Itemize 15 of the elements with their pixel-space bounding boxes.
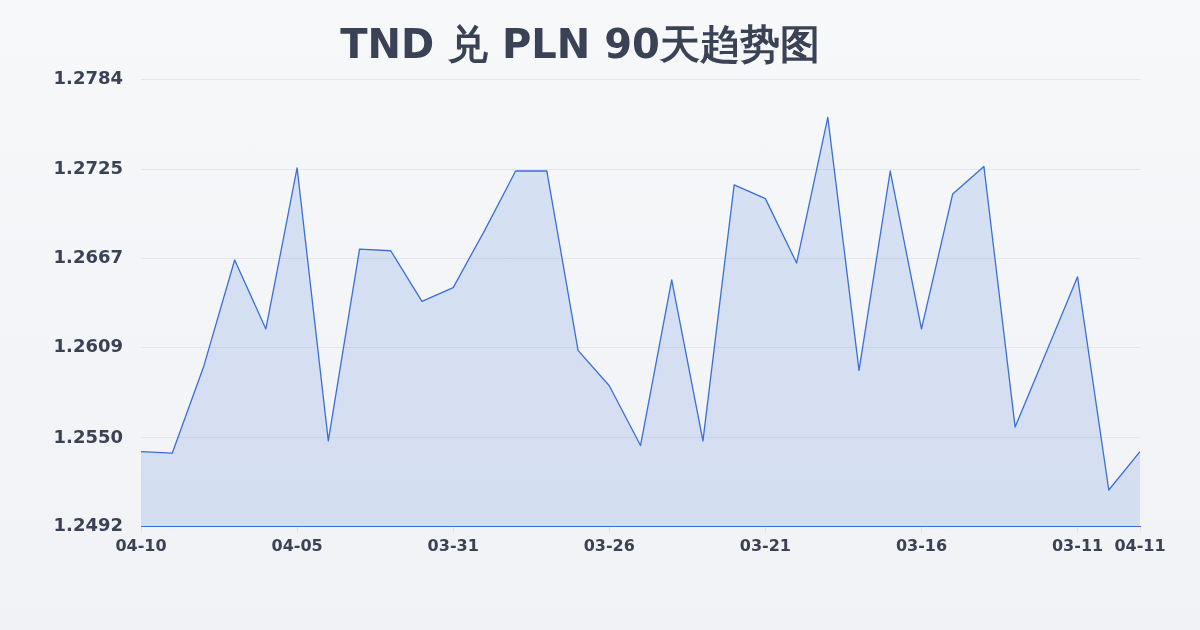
x-tick-label: 03-16 [895,535,948,555]
x-tick-label: 03-26 [583,535,635,555]
x-tick-label: 03-11 [1051,535,1104,555]
y-tick-label: 1.2784 [53,66,123,88]
x-tick-label: 04-10 [115,535,167,555]
y-tick-label: 1.2609 [53,335,123,357]
chart-title: TND 兑 PLN 90天趋势图 [340,21,820,68]
x-tick-label: 04-05 [271,535,323,555]
y-tick-label: 1.2492 [53,514,123,536]
x-tick-label: 03-21 [739,535,791,555]
x-tick-label: 04-11 [1114,535,1166,555]
y-tick-label: 1.2667 [53,246,123,268]
y-tick-label: 1.2725 [53,157,123,179]
y-tick-label: 1.2550 [53,425,123,447]
x-tick-label: 03-31 [427,535,479,555]
